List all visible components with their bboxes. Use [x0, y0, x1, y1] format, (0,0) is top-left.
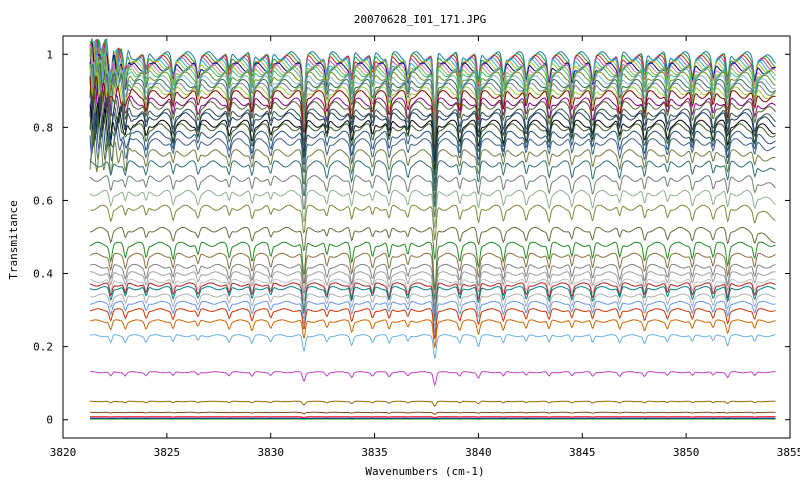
- x-tick-label: 3825: [154, 446, 181, 459]
- x-axis-label: Wavenumbers (cm-1): [365, 465, 484, 478]
- spectrum-series-line: [89, 308, 776, 339]
- spectrum-series-line: [89, 160, 776, 207]
- x-tick-label: 3845: [569, 446, 596, 459]
- spectrum-series-line: [89, 293, 776, 327]
- spectrum-series-line: [89, 319, 776, 348]
- y-tick-label: 0: [46, 414, 53, 427]
- y-axis-label: Transmitance: [7, 200, 20, 279]
- spectrum-series-line: [89, 226, 776, 260]
- x-tick-label: 3855: [777, 446, 800, 459]
- x-tick-label: 3850: [673, 446, 700, 459]
- plot-frame: [62, 35, 791, 439]
- spectrum-series-line: [89, 204, 776, 241]
- spectrum-series-line: [89, 105, 776, 176]
- spectrum-series-line: [89, 371, 776, 387]
- y-tick-label: 0.8: [33, 121, 53, 134]
- axis-layer: 3820 3825 3830 3835 3840 3845 3850 3855 0 0.2 0.4 0…: [33, 36, 800, 459]
- series-layer: [89, 38, 776, 420]
- x-tick-label: 3840: [465, 446, 492, 459]
- spectrum-series-line: [89, 241, 776, 291]
- spectrum-series-line: [90, 411, 776, 415]
- spectrum-series-line: [89, 129, 776, 200]
- spectrum-series-line: [89, 286, 776, 322]
- y-tick-label: 0.2: [33, 341, 53, 354]
- chart-title: 20070628_I01_171.JPG: [354, 13, 486, 26]
- x-tick-label: 3830: [257, 446, 284, 459]
- x-tick-label: 3835: [361, 446, 388, 459]
- y-tick-label: 0.6: [33, 194, 53, 207]
- spectrum-series-line: [89, 263, 776, 309]
- spectrum-series-line: [89, 189, 776, 229]
- spectrum-series-line: [89, 112, 776, 184]
- y-tick-label: 1: [46, 48, 53, 61]
- spectrum-series-line: [89, 97, 776, 163]
- y-tick-label: 0.4: [33, 268, 53, 281]
- spectrum-series-line: [90, 400, 776, 408]
- spectrum-series-line: [89, 334, 776, 359]
- spectrum-series-line: [89, 119, 776, 191]
- spectrum-series-line: [89, 271, 776, 314]
- spectrum-series-line: [90, 416, 776, 419]
- spectrum-series-line: [89, 252, 776, 300]
- x-tick-label: 3820: [50, 446, 77, 459]
- spectrum-series-line: [89, 300, 776, 333]
- spectrum-series-line: [89, 175, 776, 218]
